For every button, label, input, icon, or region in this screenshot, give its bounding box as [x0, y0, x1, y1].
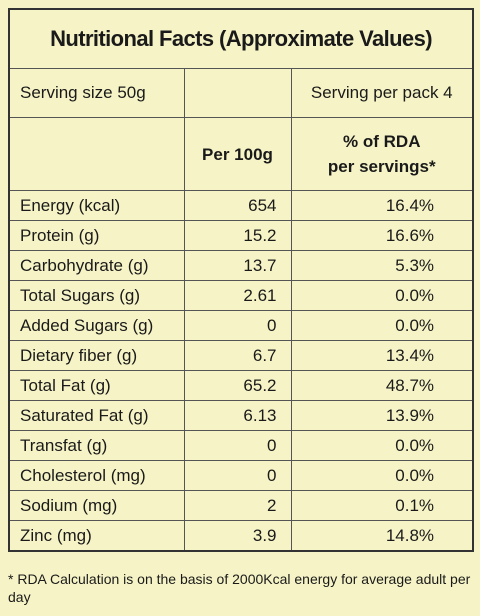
per-100g-value: 0: [183, 430, 292, 461]
rda-value: 0.0%: [290, 460, 474, 491]
nutrient-name: Added Sugars (g): [8, 310, 185, 341]
rda-value: 0.0%: [290, 280, 474, 311]
rda-value: 13.9%: [290, 400, 474, 431]
data-row: Carbohydrate (g) 13.7 5.3%: [8, 250, 474, 281]
rda-value: 14.8%: [290, 520, 474, 552]
data-row: Zinc (mg) 3.9 14.8%: [8, 520, 474, 552]
serving-per-pack: Serving per pack 4: [290, 68, 474, 118]
data-row: Cholesterol (mg) 0 0.0%: [8, 460, 474, 491]
nutrient-name: Protein (g): [8, 220, 185, 251]
per-100g-value: 2.61: [183, 280, 292, 311]
rda-value: 16.6%: [290, 220, 474, 251]
serving-row: Serving size 50g Serving per pack 4: [8, 68, 474, 118]
rda-value: 48.7%: [290, 370, 474, 401]
nutrient-name: Zinc (mg): [8, 520, 185, 552]
nutrient-name: Sodium (mg): [8, 490, 185, 521]
data-row: Protein (g) 15.2 16.6%: [8, 220, 474, 251]
header-row: Per 100g % of RDA per servings*: [8, 117, 474, 191]
header-rda: % of RDA per servings*: [290, 117, 474, 191]
per-100g-value: 6.7: [183, 340, 292, 371]
per-100g-value: 654: [183, 190, 292, 221]
per-100g-value: 0: [183, 310, 292, 341]
nutrient-name: Total Fat (g): [8, 370, 185, 401]
rda-value: 0.0%: [290, 310, 474, 341]
per-100g-value: 2: [183, 490, 292, 521]
header-per-100g: Per 100g: [183, 117, 292, 191]
empty-cell: [8, 117, 185, 191]
title-row: Nutritional Facts (Approximate Values): [8, 8, 474, 69]
nutrient-name: Saturated Fat (g): [8, 400, 185, 431]
footnote: * RDA Calculation is on the basis of 200…: [8, 571, 471, 605]
data-row: Energy (kcal) 654 16.4%: [8, 190, 474, 221]
nutrient-name: Carbohydrate (g): [8, 250, 185, 281]
per-100g-value: 3.9: [183, 520, 292, 552]
per-100g-value: 15.2: [183, 220, 292, 251]
data-row: Transfat (g) 0 0.0%: [8, 430, 474, 461]
header-rda-line: per servings*: [327, 157, 436, 176]
header-rda-line: % of RDA: [343, 132, 421, 151]
nutrient-name: Energy (kcal): [8, 190, 185, 221]
serving-size: Serving size 50g: [8, 68, 185, 118]
data-row: Total Sugars (g) 2.61 0.0%: [8, 280, 474, 311]
rda-value: 13.4%: [290, 340, 474, 371]
nutrient-name: Transfat (g): [8, 430, 185, 461]
nutrient-name: Dietary fiber (g): [8, 340, 185, 371]
empty-cell: [183, 68, 292, 118]
title: Nutritional Facts (Approximate Values): [8, 8, 474, 69]
nutrient-name: Cholesterol (mg): [8, 460, 185, 491]
rda-value: 0.0%: [290, 430, 474, 461]
rda-value: 5.3%: [290, 250, 474, 281]
nutrient-name: Total Sugars (g): [8, 280, 185, 311]
per-100g-value: 13.7: [183, 250, 292, 281]
data-row: Sodium (mg) 2 0.1%: [8, 490, 474, 521]
rda-value: 16.4%: [290, 190, 474, 221]
data-row: Total Fat (g) 65.2 48.7%: [8, 370, 474, 401]
per-100g-value: 0: [183, 460, 292, 491]
data-row: Added Sugars (g) 0 0.0%: [8, 310, 474, 341]
data-row: Dietary fiber (g) 6.7 13.4%: [8, 340, 474, 371]
rda-value: 0.1%: [290, 490, 474, 521]
per-100g-value: 6.13: [183, 400, 292, 431]
data-row: Saturated Fat (g) 6.13 13.9%: [8, 400, 474, 431]
per-100g-value: 65.2: [183, 370, 292, 401]
nutrition-table: Nutritional Facts (Approximate Values) S…: [8, 8, 475, 552]
